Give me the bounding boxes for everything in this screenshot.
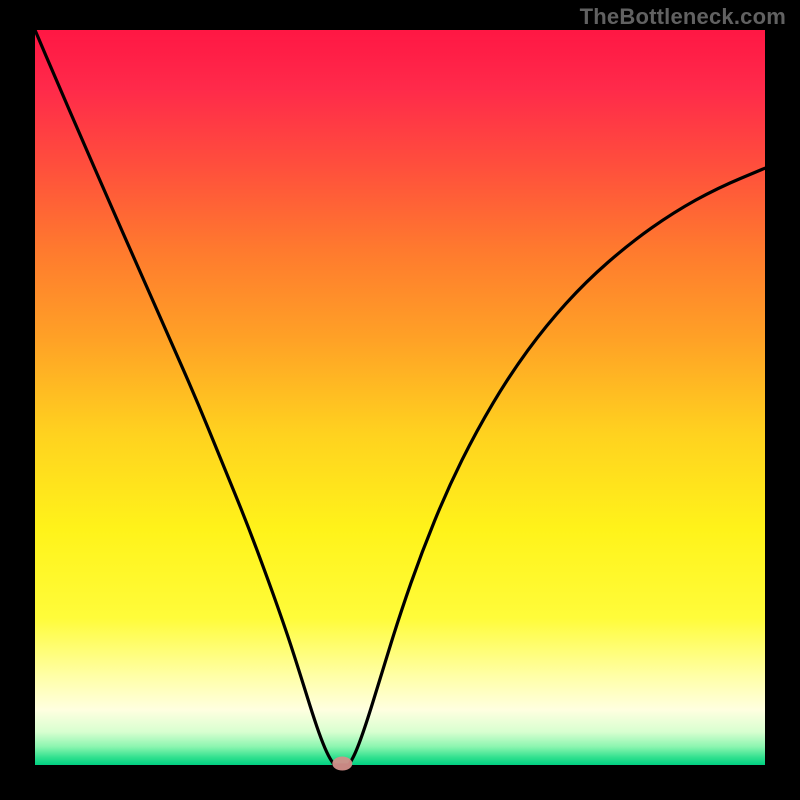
chart-container: { "meta": { "watermark": "TheBottleneck.… xyxy=(0,0,800,800)
bottleneck-chart xyxy=(0,0,800,800)
watermark-text: TheBottleneck.com xyxy=(580,4,786,30)
bottleneck-marker xyxy=(332,757,352,771)
plot-background xyxy=(35,30,765,765)
